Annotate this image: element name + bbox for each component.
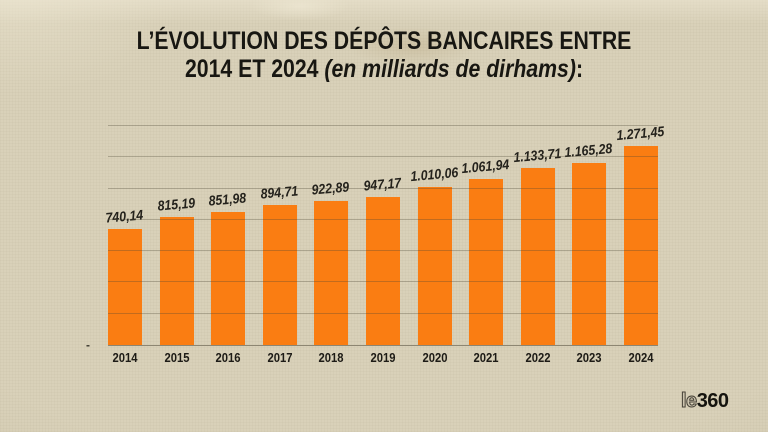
bar-2018 <box>314 200 349 345</box>
x-tick-label-2014: 2014 <box>112 351 138 365</box>
bar-chart-plot-area: 740,14 2014 815,19 2015 851,98 2016 894,71 2017… <box>86 123 665 365</box>
y-axis-zero-tick: - <box>86 338 90 352</box>
value-label-2014: 740,14 <box>104 206 144 226</box>
bar-column-2015: 815,19 2015 <box>156 126 195 365</box>
value-label-2015: 815,19 <box>156 194 196 215</box>
bar-2017 <box>262 205 297 345</box>
bar-2019 <box>365 196 400 345</box>
chart-title: L’ÉVOLUTION DES DÉPÔTS BANCAIRES ENTRE 2… <box>0 27 768 83</box>
value-label-2020: 1.010,06 <box>409 163 459 185</box>
x-tick-label-2019: 2019 <box>370 351 396 365</box>
bar-column-2017: 894,71 2017 <box>259 126 299 365</box>
bar-2022 <box>520 167 555 345</box>
value-label-2024: 1.271,45 <box>615 123 665 144</box>
value-label-2018: 922,89 <box>311 178 351 198</box>
value-label-2019: 947,17 <box>362 174 402 194</box>
bar-2023 <box>572 162 607 345</box>
value-label-2022: 1.133,71 <box>512 144 562 165</box>
x-tick-label-2017: 2017 <box>267 351 293 365</box>
x-tick-label-2022: 2022 <box>525 351 551 365</box>
bar-column-2018: 922,89 2018 <box>311 126 351 365</box>
bars-layer: 740,14 2014 815,19 2015 851,98 2016 894,71 2017… <box>104 123 665 365</box>
bar-2021 <box>469 178 504 345</box>
le360-logo: le360 <box>681 390 730 412</box>
x-tick-label-2016: 2016 <box>215 351 241 365</box>
x-tick-label-2015: 2015 <box>164 351 190 365</box>
value-label-2017: 894,71 <box>259 182 299 202</box>
chart-title-line1: L’ÉVOLUTION DES DÉPÔTS BANCAIRES ENTRE <box>136 27 632 55</box>
x-tick-label-2021: 2021 <box>473 351 499 365</box>
x-tick-label-2018: 2018 <box>318 351 344 365</box>
logo-le: le <box>681 390 698 412</box>
title-colon: : <box>575 55 584 83</box>
title-years: 2014 ET 2024 <box>184 55 319 83</box>
bar-2020 <box>417 187 452 345</box>
bar-column-2024: 1.271,45 2024 <box>616 123 665 365</box>
bar-column-2021: 1.061,94 2021 <box>461 126 510 365</box>
bar-column-2019: 947,17 2019 <box>362 126 402 365</box>
x-tick-label-2023: 2023 <box>576 351 602 365</box>
title-unit: (en milliards de dirhams) <box>324 55 576 83</box>
bar-2015 <box>159 217 194 345</box>
x-tick-label-2020: 2020 <box>422 351 448 365</box>
bar-column-2016: 851,98 2016 <box>208 126 247 365</box>
value-label-2023: 1.165,28 <box>564 139 614 160</box>
bar-2014 <box>108 229 142 345</box>
x-tick-label-2024: 2024 <box>628 351 654 365</box>
bar-2016 <box>211 211 246 345</box>
bar-2024 <box>623 146 658 345</box>
value-label-2021: 1.061,94 <box>460 155 511 176</box>
bar-column-2020: 1.010,06 2020 <box>409 126 458 365</box>
bar-column-2014: 740,14 2014 <box>104 126 144 365</box>
logo-360: 360 <box>696 390 729 412</box>
bar-column-2022: 1.133,71 2022 <box>512 126 561 365</box>
chart-title-line2: 2014 ET 2024 (en milliards de dirhams): <box>58 55 711 83</box>
bar-column-2023: 1.165,28 2023 <box>564 126 613 365</box>
value-label-2016: 851,98 <box>208 189 247 209</box>
